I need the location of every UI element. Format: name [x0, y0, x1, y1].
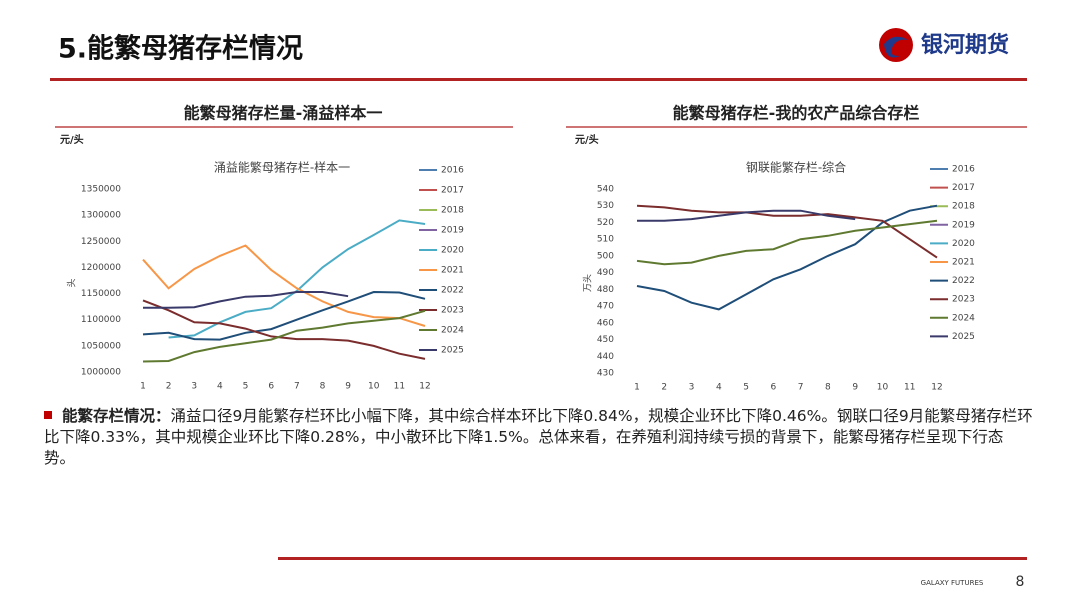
- legend-label: 2023: [441, 306, 464, 316]
- slide-title: 5.能繁母猪存栏情况: [58, 33, 303, 65]
- x-tick-label: 12: [931, 383, 942, 393]
- legend-label: 2024: [441, 326, 464, 336]
- legend-label: 2017: [441, 186, 464, 196]
- summary: 能繁存栏情况：涌益口径9月能繁存栏环比小幅下降，其中综合样本环比下降0.84%，…: [44, 406, 1034, 469]
- logo-swirl: [884, 36, 908, 58]
- x-tick-label: 9: [852, 383, 858, 393]
- y-tick-label: 490: [597, 268, 614, 278]
- x-tick-label: 1: [634, 383, 640, 393]
- x-tick-label: 8: [825, 383, 831, 393]
- series-line: [143, 291, 349, 309]
- chart-heading: 能繁母猪存栏量-涌益样本一: [184, 104, 383, 123]
- x-tick-label: 1: [140, 382, 146, 392]
- x-tick-label: 4: [217, 382, 223, 392]
- series-line: [636, 204, 938, 259]
- y-tick-label: 440: [597, 352, 614, 362]
- y-tick-label: 430: [597, 369, 614, 379]
- series-line: [142, 299, 426, 360]
- x-tick-label: 10: [368, 382, 380, 392]
- chart-title: 涌益能繁母猪存栏-样本一: [214, 160, 350, 175]
- y-tick-label: 1200000: [81, 263, 121, 273]
- y-tick-label: 1350000: [81, 185, 121, 195]
- x-tick-label: 5: [743, 383, 749, 393]
- x-tick-label: 7: [798, 383, 804, 393]
- header-rule: [50, 78, 1027, 81]
- x-tick-label: 4: [716, 383, 722, 393]
- x-tick-label: 2: [661, 383, 667, 393]
- x-tick-label: 7: [294, 382, 300, 392]
- x-tick-label: 11: [904, 383, 915, 393]
- chart-heading: 能繁母猪存栏-我的农产品综合存栏: [673, 104, 920, 123]
- legend-label: 2020: [441, 246, 464, 256]
- legend-label: 2018: [952, 202, 975, 212]
- series-line: [142, 290, 426, 341]
- y-axis-label: 头: [67, 278, 78, 287]
- y-tick-label: 460: [597, 318, 614, 328]
- legend-label: 2023: [952, 295, 975, 305]
- y-tick-label: 1100000: [81, 315, 121, 325]
- unit-label: 元/头: [575, 133, 599, 146]
- legend-label: 2022: [441, 286, 464, 296]
- logo-text: 银河期货: [921, 32, 1009, 58]
- y-tick-label: 510: [597, 235, 614, 245]
- x-tick-label: 12: [419, 382, 430, 392]
- x-tick-label: 10: [877, 383, 889, 393]
- legend-label: 2020: [952, 239, 975, 249]
- series-line: [636, 204, 938, 311]
- legend-label: 2022: [952, 276, 975, 286]
- x-tick-label: 6: [770, 383, 776, 393]
- legend-label: 2018: [441, 206, 464, 216]
- legend-label: 2019: [441, 226, 464, 236]
- y-tick-label: 470: [597, 302, 614, 312]
- legend-label: 2019: [952, 220, 975, 230]
- legend-label: 2021: [952, 258, 975, 268]
- legend-label: 2025: [441, 346, 464, 356]
- y-tick-label: 530: [597, 201, 614, 211]
- x-tick-label: 3: [191, 382, 197, 392]
- x-tick-label: 6: [268, 382, 274, 392]
- y-tick-label: 540: [597, 185, 614, 195]
- legend-label: 2021: [441, 266, 464, 276]
- series-line: [637, 209, 856, 222]
- footer-brand: GALAXY FUTURES: [921, 579, 984, 587]
- y-tick-label: 520: [597, 218, 614, 228]
- y-tick-label: 1250000: [81, 237, 121, 247]
- unit-label: 元/头: [60, 133, 84, 146]
- y-tick-label: 1050000: [81, 341, 121, 351]
- x-tick-label: 9: [345, 382, 351, 392]
- legend-label: 2016: [441, 166, 464, 176]
- legend-label: 2017: [952, 183, 975, 193]
- y-tick-label: 500: [597, 251, 614, 261]
- footer-rule: [278, 557, 1027, 560]
- page-number: 8: [1016, 574, 1025, 590]
- y-axis-label: 万头: [583, 274, 594, 292]
- y-tick-label: 450: [597, 335, 614, 345]
- summary-label: 能繁存栏情况：: [62, 407, 171, 425]
- bullet: [44, 411, 52, 419]
- y-tick-label: 1300000: [81, 211, 121, 221]
- y-tick-label: 1150000: [81, 289, 121, 299]
- y-tick-label: 1000000: [81, 368, 121, 378]
- series-line: [142, 244, 426, 327]
- legend-label: 2025: [952, 332, 975, 342]
- y-tick-label: 480: [597, 285, 614, 295]
- x-tick-label: 3: [689, 383, 695, 393]
- x-tick-label: 11: [394, 382, 405, 392]
- legend-label: 2016: [952, 165, 975, 175]
- series-line: [142, 309, 426, 363]
- series-line: [636, 219, 938, 266]
- summary-body: 涌益口径9月能繁存栏环比小幅下降，其中综合样本环比下降0.84%，规模企业环比下…: [44, 407, 1033, 467]
- legend-label: 2024: [952, 313, 975, 323]
- x-tick-label: 2: [166, 382, 172, 392]
- x-tick-label: 5: [243, 382, 249, 392]
- x-tick-label: 8: [320, 382, 326, 392]
- chart-title: 钢联能繁存栏-综合: [746, 160, 846, 175]
